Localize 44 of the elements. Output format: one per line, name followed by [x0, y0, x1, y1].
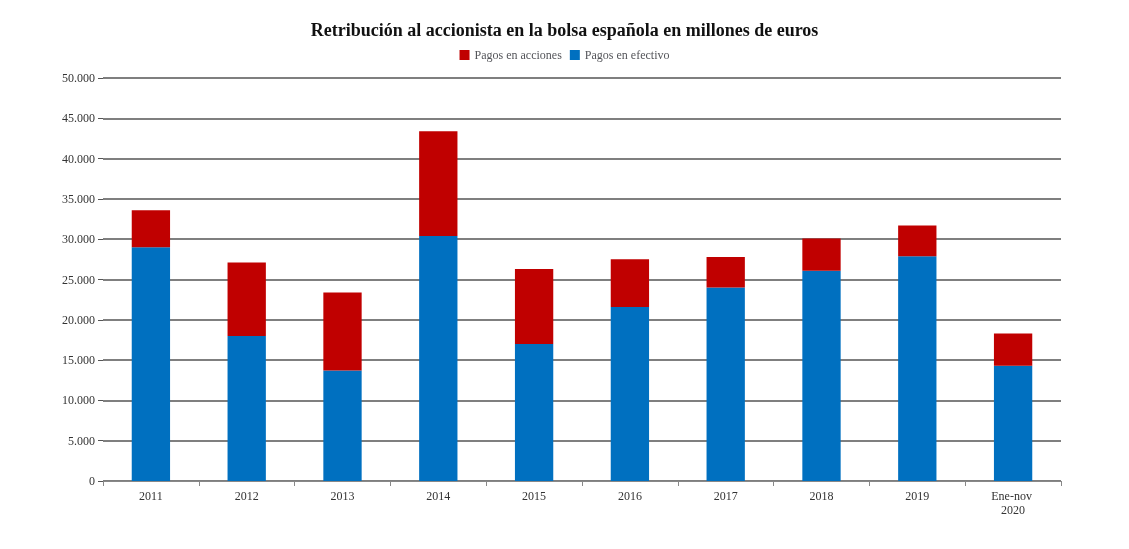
- y-tick-label: 10.000: [62, 393, 95, 408]
- bar: [514, 343, 554, 481]
- bar: [802, 238, 841, 271]
- bar: [706, 256, 745, 288]
- y-tick-label: 5.000: [68, 433, 95, 448]
- bar: [227, 335, 266, 481]
- x-tick-label: Ene-nov 2020: [991, 489, 1035, 517]
- y-tick-label: 15.000: [62, 353, 95, 368]
- bar: [419, 131, 458, 236]
- y-tick-label: 30.000: [62, 232, 95, 247]
- y-tick-label: 35.000: [62, 191, 95, 206]
- x-tick-label: 2014: [426, 489, 451, 503]
- bar: [323, 292, 362, 371]
- bar: [898, 256, 937, 481]
- y-tick-label: 0: [89, 474, 95, 488]
- bar: [706, 287, 745, 481]
- y-tick-label: 20.000: [62, 312, 95, 327]
- bar: [993, 333, 1033, 366]
- legend-label: Pagos en acciones: [474, 48, 563, 62]
- y-tick-label: 45.000: [62, 111, 95, 126]
- bar: [802, 270, 841, 481]
- bar: [993, 365, 1033, 481]
- bar: [610, 306, 650, 481]
- x-tick-label: 2015: [522, 489, 547, 503]
- x-tick-label: 2013: [330, 489, 355, 503]
- chart-title: Retribución al accionista en la bolsa española en millones de euros: [310, 20, 819, 40]
- x-tick-label: 2016: [617, 489, 642, 503]
- x-tick-label: 2011: [139, 489, 163, 503]
- x-tick-label: 2017: [713, 489, 738, 503]
- y-tick-label: 40.000: [62, 151, 95, 166]
- bar: [227, 262, 266, 336]
- bar: [514, 269, 554, 344]
- y-tick-label: 50.000: [62, 71, 95, 85]
- legend-label: Pagos en efectivo: [584, 48, 670, 62]
- x-tick-label: 2018: [809, 489, 834, 503]
- x-tick-label: 2019: [905, 489, 930, 503]
- bar: [610, 259, 650, 307]
- bar: [898, 225, 937, 257]
- bar: [131, 247, 171, 481]
- bar: [419, 235, 458, 481]
- bar: [131, 210, 171, 248]
- y-tick-label: 25.000: [62, 272, 95, 287]
- x-tick-label: 2012: [234, 489, 259, 503]
- bar: [323, 370, 362, 481]
